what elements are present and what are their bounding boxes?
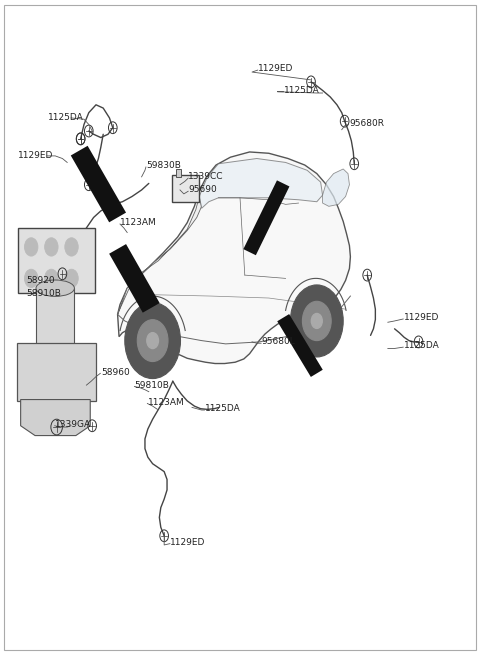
Text: 1339CC: 1339CC	[188, 172, 224, 181]
Text: 58960: 58960	[101, 367, 130, 377]
Polygon shape	[118, 152, 350, 364]
Circle shape	[137, 320, 168, 362]
Circle shape	[45, 269, 58, 288]
Text: 1123AM: 1123AM	[148, 398, 185, 407]
Text: 1339GA: 1339GA	[55, 420, 91, 429]
Polygon shape	[21, 400, 90, 436]
Text: 1125DA: 1125DA	[404, 341, 440, 350]
Text: 58910B: 58910B	[26, 289, 61, 298]
Text: 58920: 58920	[26, 276, 55, 285]
Bar	[176, 169, 181, 177]
Circle shape	[24, 238, 38, 256]
Text: 59830B: 59830B	[146, 160, 181, 170]
Bar	[36, 288, 74, 347]
Text: 1125DA: 1125DA	[48, 113, 84, 122]
Text: 1123AM: 1123AM	[120, 218, 157, 227]
Circle shape	[147, 333, 158, 348]
Text: 95680R: 95680R	[349, 119, 384, 128]
Text: 95680L: 95680L	[262, 337, 295, 346]
FancyBboxPatch shape	[18, 228, 95, 293]
FancyBboxPatch shape	[17, 343, 96, 401]
Text: 1125DA: 1125DA	[284, 86, 320, 95]
Text: 1129ED: 1129ED	[18, 151, 54, 160]
Circle shape	[65, 238, 78, 256]
Circle shape	[302, 301, 331, 341]
Text: 1125DA: 1125DA	[205, 404, 241, 413]
Text: 1129ED: 1129ED	[258, 64, 294, 73]
Polygon shape	[118, 196, 202, 314]
Circle shape	[24, 269, 38, 288]
FancyBboxPatch shape	[172, 175, 199, 202]
Circle shape	[45, 238, 58, 256]
Circle shape	[312, 314, 322, 328]
Text: 1129ED: 1129ED	[404, 313, 440, 322]
Polygon shape	[323, 169, 349, 206]
Circle shape	[290, 285, 343, 357]
Polygon shape	[199, 159, 323, 208]
Circle shape	[65, 269, 78, 288]
Circle shape	[125, 303, 180, 379]
Text: 59810B: 59810B	[134, 381, 169, 390]
Text: 95690: 95690	[188, 185, 217, 195]
Text: 1129ED: 1129ED	[170, 538, 206, 547]
Ellipse shape	[36, 280, 74, 297]
